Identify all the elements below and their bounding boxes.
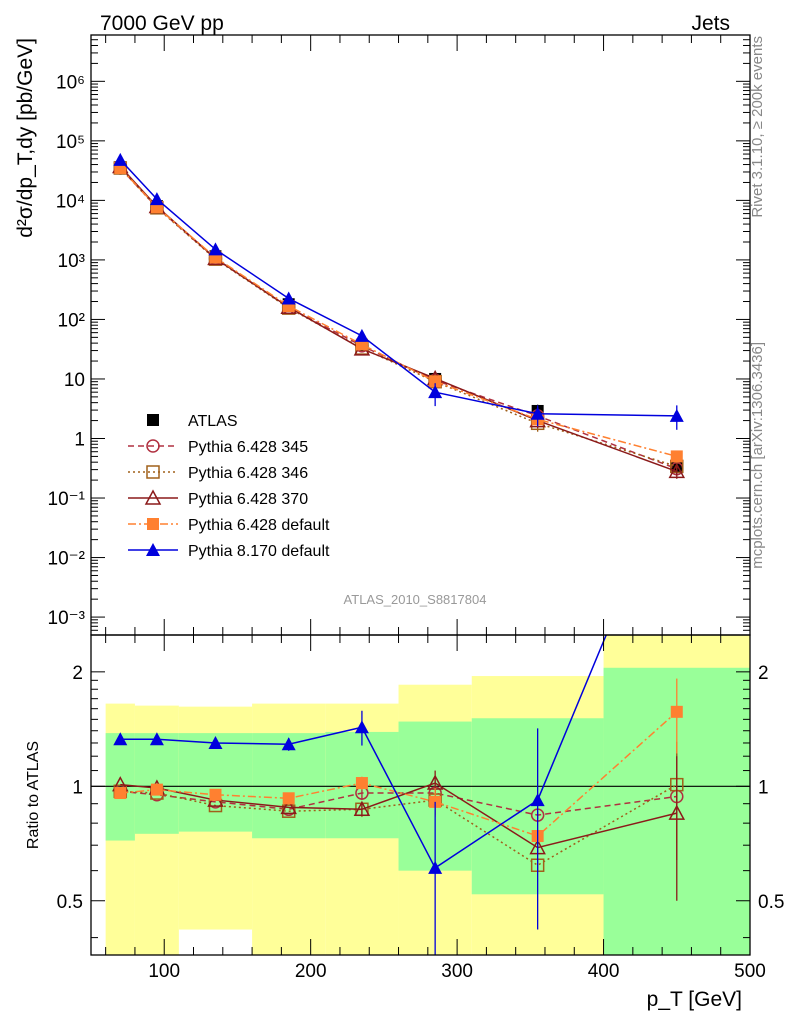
main-data-point [281, 291, 296, 305]
ratio-data-point [281, 737, 296, 751]
ratio-data-point [530, 793, 545, 807]
main-y-tick-label: 10⁻¹ [48, 489, 86, 510]
ratio-y-tick-label-right: 1 [758, 777, 769, 798]
legend-marker [146, 439, 160, 453]
main-y-tick-label: 10 [64, 370, 85, 391]
ratio-y-tick-label-right: 0.5 [758, 892, 784, 913]
main-data-point [530, 406, 545, 420]
source-label: mcplots.cern.ch [arXiv:1306.3436] [749, 342, 766, 569]
main-series-line [119, 167, 677, 458]
main-y-tick-label: 1 [74, 429, 85, 450]
main-data-point [208, 242, 223, 256]
ratio-data-point [353, 800, 371, 817]
ratio-data-point [354, 720, 369, 734]
ratio-data-point [282, 792, 295, 805]
main-data-point [428, 385, 443, 399]
main-data-point [354, 328, 369, 342]
legend-label: Pythia 6.428 346 [188, 465, 308, 482]
ratio-data-point [668, 804, 686, 820]
ratio-data-point [280, 798, 297, 815]
main-y-tick-label: 10⁴ [56, 191, 85, 212]
ratio-series-line [120, 784, 678, 867]
main-data-point [429, 375, 442, 388]
ratio-series-line [120, 782, 677, 849]
uncertainty-band-inner [178, 733, 253, 832]
x-axis-label: p_T [GeV] [647, 988, 742, 1011]
ratio-data-point [114, 787, 127, 800]
x-tick-label: 200 [295, 961, 327, 982]
ratio-data-point [428, 860, 443, 874]
uncertainty-band-inner [134, 733, 179, 834]
rivet-version-label: Rivet 3.1.10, ≥ 200k events [749, 36, 766, 218]
ratio-y-axis-label: Ratio to ATLAS [25, 741, 42, 849]
legend-label: Pythia 8.170 default [188, 543, 330, 560]
ratio-data-point [150, 783, 163, 796]
main-data-point [670, 450, 683, 463]
legend-label: Pythia 6.428 default [188, 517, 330, 534]
ratio-plot-frame [90, 634, 751, 956]
ratio-y-tick-label: 2 [72, 663, 83, 684]
ratio-data-point [355, 777, 368, 790]
ratio-data-point [209, 788, 222, 801]
ratio-data-point [113, 732, 128, 746]
legend-label: Pythia 6.428 345 [188, 439, 308, 456]
ratio-data-point [208, 735, 223, 749]
main-y-axis-label: d²σ/dp_T,dy [pb/GeV] [14, 38, 37, 238]
legend-label: Pythia 6.428 370 [188, 491, 308, 508]
header-right-label: Jets [691, 12, 730, 35]
main-y-tick-label: 10⁻³ [48, 608, 86, 629]
x-tick-label: 500 [734, 961, 766, 982]
main-data-point [669, 408, 684, 422]
ratio-y-tick-label: 1 [72, 777, 83, 798]
ratio-data-point [149, 732, 164, 746]
ratio-series-line [120, 635, 608, 870]
main-y-tick-label: 10³ [58, 251, 85, 272]
main-data-point [113, 152, 128, 166]
ratio-data-point [670, 705, 683, 718]
main-data-point [668, 462, 686, 479]
main-y-tick-label: 10⁶ [56, 72, 85, 93]
legend-marker [144, 489, 162, 505]
main-data-point [209, 251, 222, 264]
main-y-tick-label: 10⁵ [56, 132, 85, 153]
x-tick-label: 300 [441, 961, 473, 982]
header-left-label: 7000 GeV pp [100, 12, 224, 35]
main-y-tick-label: 10² [58, 310, 85, 331]
legend-marker [146, 465, 160, 479]
main-data-point [149, 192, 164, 206]
legend-label: ATLAS [188, 413, 238, 430]
x-tick-label: 100 [148, 961, 180, 982]
legend-marker [147, 518, 159, 530]
main-series-line [119, 159, 677, 417]
x-tick-label: 400 [588, 961, 620, 982]
legend-marker [146, 543, 160, 556]
legend-marker [147, 414, 159, 426]
ratio-y-tick-label: 0.5 [57, 892, 83, 913]
ratio-y-tick-label-right: 2 [758, 663, 769, 684]
analysis-id-label: ATLAS_2010_S8817804 [344, 592, 487, 607]
main-y-tick-label: 10⁻² [48, 549, 86, 570]
